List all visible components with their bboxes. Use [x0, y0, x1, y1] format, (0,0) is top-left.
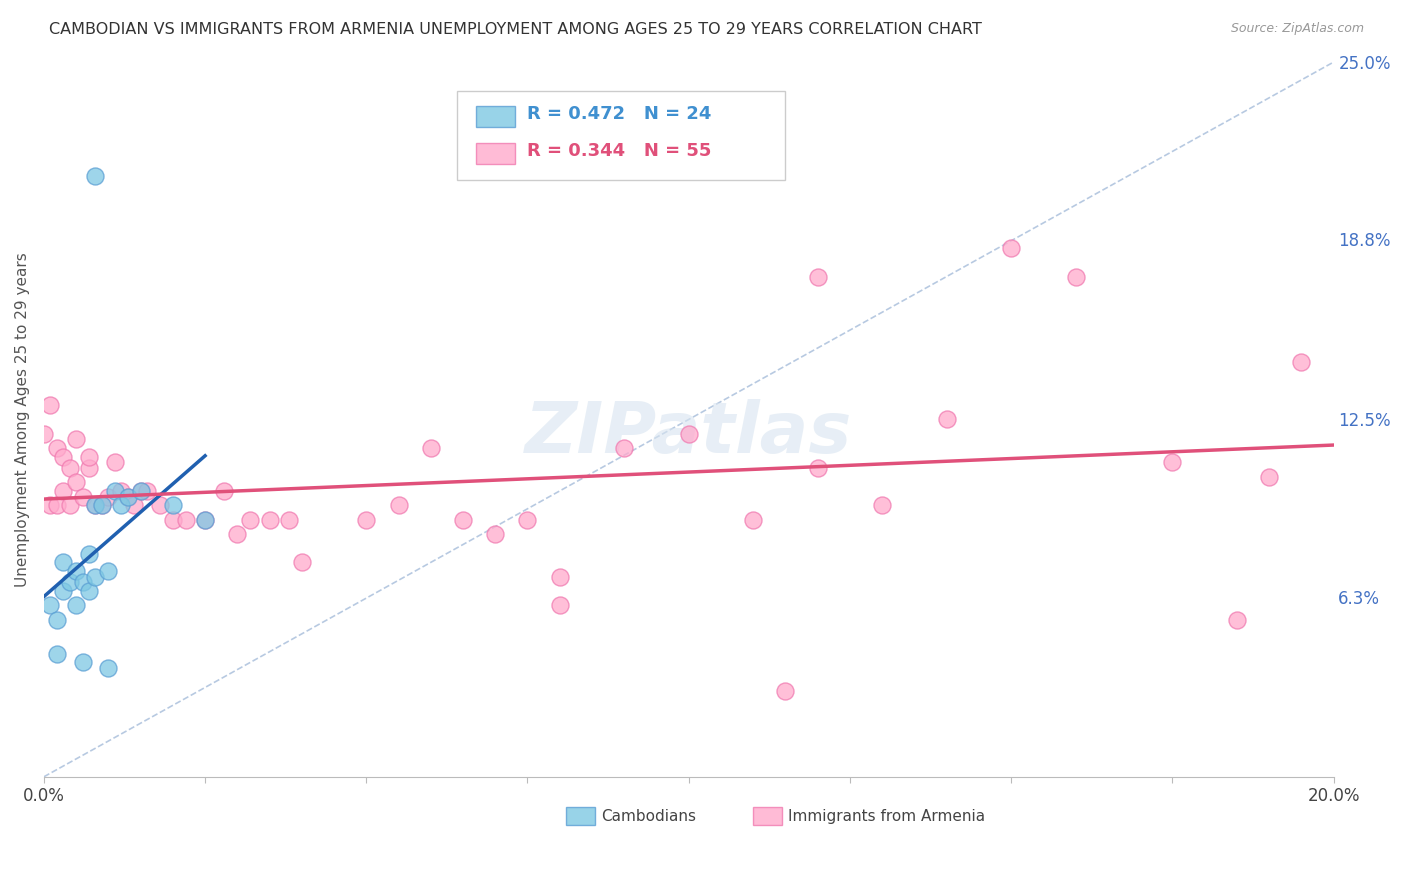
Point [678, 426, 700, 441]
Point [77, 461, 100, 475]
Point [84, 498, 107, 512]
Point [59, 461, 82, 475]
Point [214, 483, 236, 498]
Point [162, 512, 184, 526]
Point [807, 461, 830, 475]
Text: R = 0.344   N = 55: R = 0.344 N = 55 [527, 143, 711, 161]
Point [117, 490, 139, 504]
Point [1226, 613, 1249, 627]
Point [1000, 241, 1022, 255]
Point [90, 498, 112, 512]
Point [52, 555, 75, 569]
Point [39, 599, 62, 613]
Point [387, 498, 409, 512]
Point [1064, 269, 1087, 284]
Point [870, 498, 893, 512]
Point [613, 441, 636, 455]
Point [1161, 455, 1184, 469]
Point [277, 512, 299, 526]
Point [1291, 355, 1313, 369]
Point [65, 599, 87, 613]
Point [84, 169, 107, 184]
Point [239, 512, 262, 526]
Point [419, 441, 441, 455]
Point [39, 398, 62, 412]
Point [52, 450, 75, 464]
Point [72, 575, 94, 590]
Text: Source: ZipAtlas.com: Source: ZipAtlas.com [1230, 22, 1364, 36]
Point [122, 498, 145, 512]
Point [104, 483, 127, 498]
Point [291, 555, 314, 569]
Point [356, 512, 378, 526]
Point [72, 490, 94, 504]
Text: Immigrants from Armenia: Immigrants from Armenia [787, 808, 986, 823]
Text: R = 0.472   N = 24: R = 0.472 N = 24 [527, 105, 711, 123]
Point [742, 512, 765, 526]
Point [1258, 469, 1281, 483]
Point [516, 512, 538, 526]
Point [548, 599, 571, 613]
Point [226, 526, 249, 541]
FancyBboxPatch shape [754, 806, 782, 825]
FancyBboxPatch shape [567, 806, 595, 825]
Text: ZIPatlas: ZIPatlas [524, 400, 852, 468]
Point [77, 547, 100, 561]
FancyBboxPatch shape [475, 106, 515, 128]
Point [84, 498, 107, 512]
Y-axis label: Unemployment Among Ages 25 to 29 years: Unemployment Among Ages 25 to 29 years [15, 252, 30, 587]
Point [52, 584, 75, 599]
Text: CAMBODIAN VS IMMIGRANTS FROM ARMENIA UNEMPLOYMENT AMONG AGES 25 TO 29 YEARS CORR: CAMBODIAN VS IMMIGRANTS FROM ARMENIA UNE… [49, 22, 981, 37]
Point [451, 512, 474, 526]
Point [90, 498, 112, 512]
Point [194, 512, 217, 526]
Point [32, 426, 55, 441]
Point [97, 564, 120, 578]
Point [775, 684, 797, 698]
Point [174, 512, 197, 526]
Point [39, 498, 62, 512]
Point [484, 526, 506, 541]
Point [97, 661, 120, 675]
Point [162, 498, 184, 512]
Point [97, 490, 120, 504]
FancyBboxPatch shape [475, 143, 515, 164]
Point [194, 512, 217, 526]
Point [59, 498, 82, 512]
Point [110, 483, 132, 498]
Point [45, 613, 67, 627]
Point [259, 512, 281, 526]
Point [45, 498, 67, 512]
Point [65, 433, 87, 447]
Point [104, 455, 127, 469]
Point [59, 575, 82, 590]
Point [77, 450, 100, 464]
Text: Cambodians: Cambodians [600, 808, 696, 823]
Point [65, 475, 87, 490]
Point [52, 483, 75, 498]
Point [129, 483, 152, 498]
Point [110, 498, 132, 512]
Point [807, 269, 830, 284]
Point [935, 412, 957, 426]
Point [45, 647, 67, 661]
Point [136, 483, 159, 498]
Point [45, 441, 67, 455]
Point [72, 656, 94, 670]
Point [77, 584, 100, 599]
Point [84, 569, 107, 583]
Point [129, 483, 152, 498]
FancyBboxPatch shape [457, 91, 786, 180]
Point [548, 569, 571, 583]
Point [117, 490, 139, 504]
Point [149, 498, 172, 512]
Point [65, 564, 87, 578]
